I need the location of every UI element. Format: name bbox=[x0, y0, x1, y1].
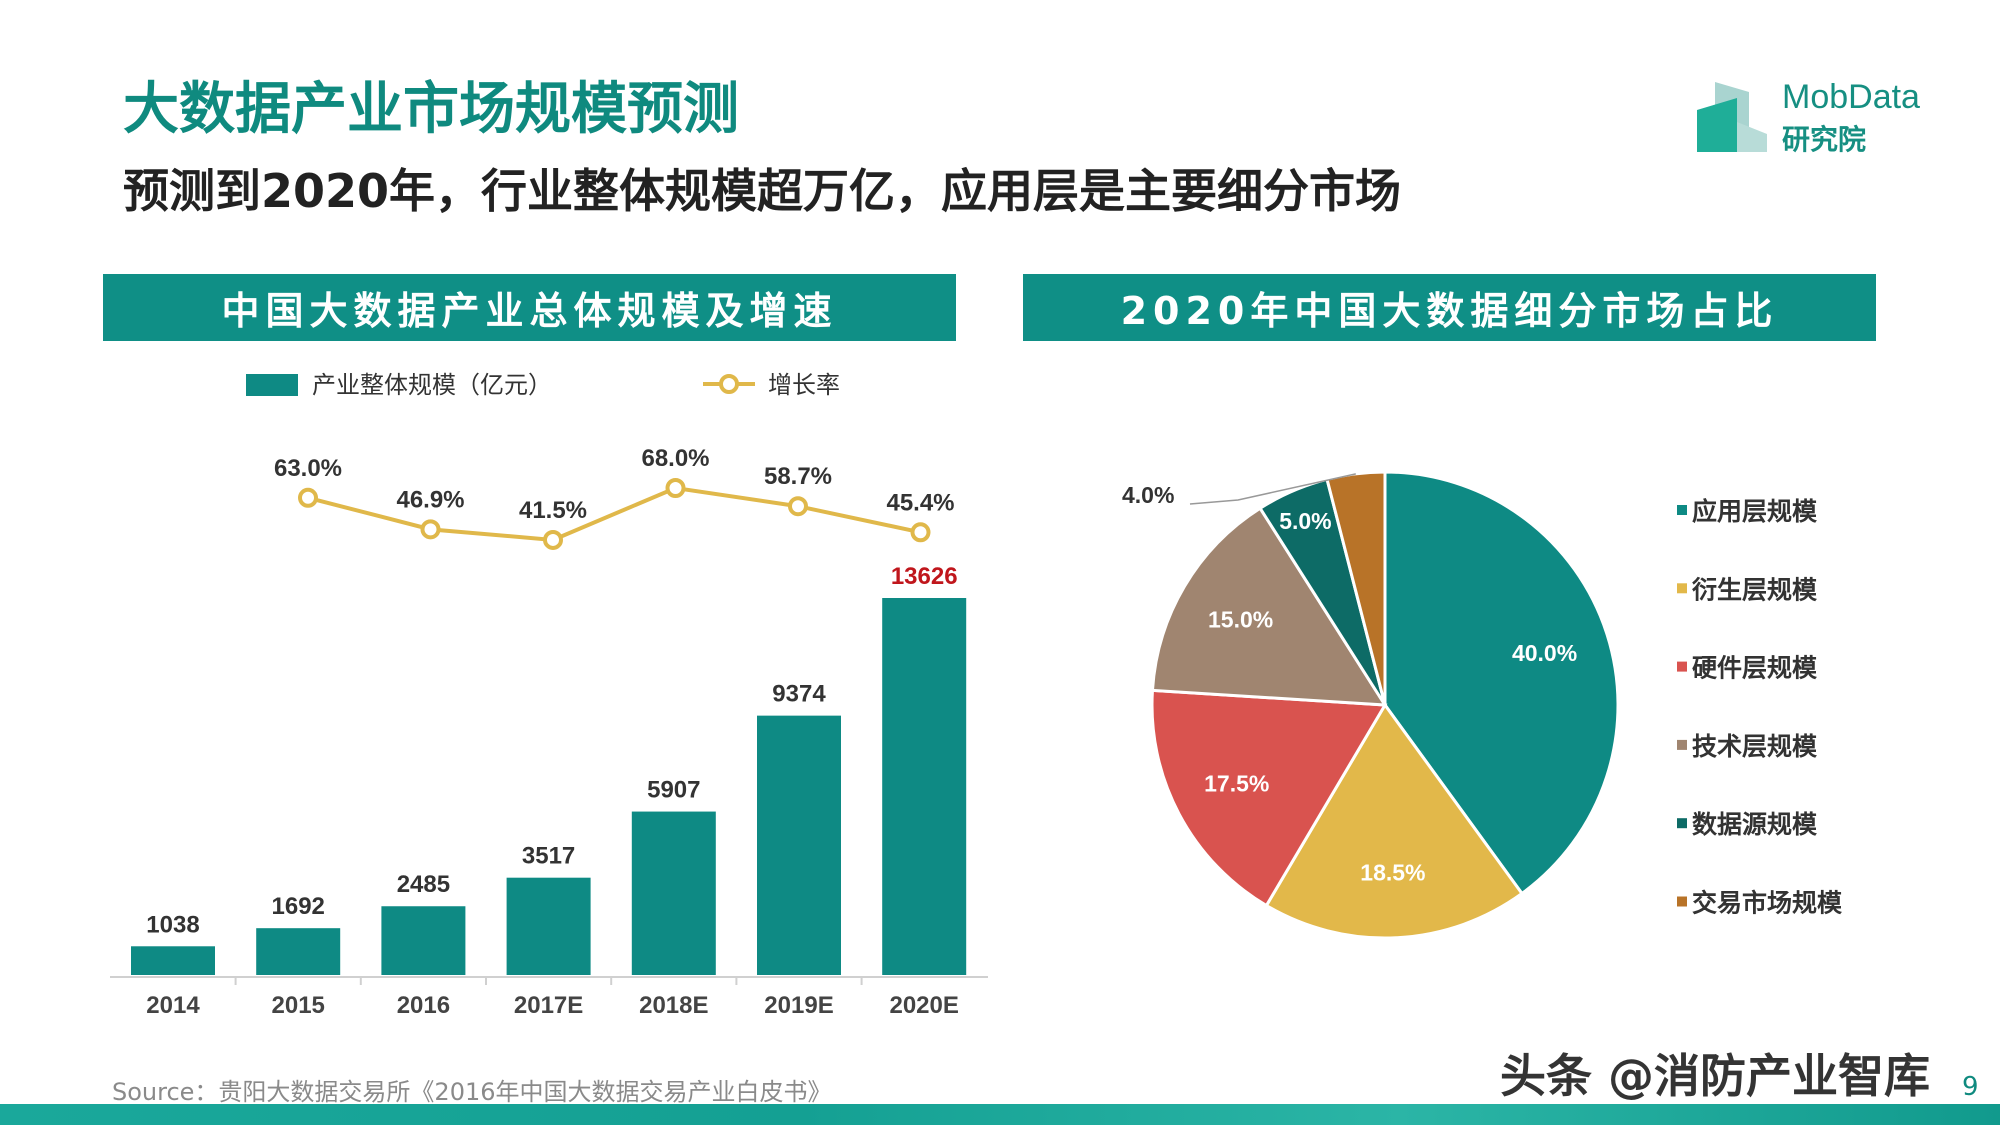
pie-legend-label: 技术层规模 bbox=[1692, 732, 1818, 761]
pie-legend-swatch bbox=[1677, 583, 1687, 594]
x-tick-label: 2018E bbox=[639, 992, 708, 1019]
mobdata-logo bbox=[1697, 82, 1777, 152]
logo-name: MobData bbox=[1782, 78, 1920, 116]
pie-leader-line bbox=[1189, 473, 1356, 505]
bar-value-label: 3517 bbox=[522, 843, 575, 870]
growth-point-2015 bbox=[298, 487, 318, 508]
pie-legend-swatch bbox=[1677, 896, 1687, 907]
page-subtitle: 预测到2020年，行业整体规模超万亿，应用层是主要细分市场 bbox=[123, 164, 1402, 218]
legend-marker-growth bbox=[719, 374, 739, 394]
growth-label: 63.0% bbox=[274, 455, 342, 482]
growth-point-2016 bbox=[420, 519, 441, 540]
x-tick-label: 2016 bbox=[397, 992, 450, 1019]
pie-label: 18.5% bbox=[1360, 860, 1425, 886]
building-logo-icon bbox=[1697, 82, 1767, 152]
pie-legend-swatch bbox=[1677, 505, 1687, 515]
growth-label: 46.9% bbox=[396, 486, 464, 513]
bar-value-label: 1038 bbox=[146, 911, 199, 938]
legend-swatch-bar bbox=[246, 374, 298, 396]
bar-value-label: 9374 bbox=[772, 681, 826, 708]
x-tick-label: 2015 bbox=[272, 992, 325, 1019]
pie-slice-0 bbox=[1383, 470, 1620, 896]
x-tick-label: 2020E bbox=[889, 992, 958, 1019]
bar-2020E bbox=[882, 598, 967, 975]
growth-label: 45.4% bbox=[886, 489, 954, 516]
watermark: 头条 @消防产业智库 bbox=[1500, 1049, 1931, 1103]
pie-label: 40.0% bbox=[1512, 640, 1577, 666]
source-note: Source：贵阳大数据交易所《2016年中国大数据交易产业白皮书》 bbox=[112, 1078, 832, 1106]
growth-label: 58.7% bbox=[764, 463, 832, 490]
pie-chart-header: 2020年中国大数据细分市场占比 bbox=[1023, 274, 1876, 341]
logo-sub: 研究院 bbox=[1782, 123, 1867, 156]
bar-chart-header: 中国大数据产业总体规模及增速 bbox=[103, 274, 956, 341]
bar-value-label: 13626 bbox=[891, 563, 958, 590]
pie-slice-2 bbox=[1150, 688, 1388, 908]
x-tick-label: 2017E bbox=[514, 992, 583, 1019]
growth-label: 68.0% bbox=[641, 445, 709, 472]
pie-label: 4.0% bbox=[1122, 482, 1174, 508]
bar-2014 bbox=[131, 946, 215, 975]
growth-point-2018E bbox=[665, 478, 686, 498]
bar-2017E bbox=[506, 877, 591, 975]
footer-stripe bbox=[0, 1104, 2000, 1125]
x-tick-label: 2019E bbox=[764, 992, 833, 1019]
growth-label: 41.5% bbox=[519, 497, 587, 524]
legend-label-bar: 产业整体规模（亿元） bbox=[312, 372, 552, 399]
pie-label: 5.0% bbox=[1279, 508, 1331, 534]
growth-point-2019E bbox=[788, 496, 808, 517]
bar-value-label: 5907 bbox=[647, 777, 700, 804]
growth-point-2020E bbox=[910, 522, 931, 543]
pie-legend-swatch bbox=[1677, 739, 1687, 750]
pie-legend-label: 应用层规模 bbox=[1692, 497, 1818, 526]
pie-label: 17.5% bbox=[1204, 770, 1269, 796]
bar-value-label: 1692 bbox=[272, 893, 325, 920]
growth-rate-line bbox=[307, 485, 921, 542]
pie-legend-swatch bbox=[1677, 661, 1687, 672]
bar-value-label: 2485 bbox=[397, 871, 450, 898]
page-title: 大数据产业市场规模预测 bbox=[123, 77, 739, 142]
bar-2015 bbox=[256, 928, 341, 975]
pie-legend-swatch bbox=[1677, 818, 1687, 829]
pie-legend-label: 衍生层规模 bbox=[1692, 575, 1818, 604]
growth-point-2017E bbox=[543, 529, 563, 550]
pie-slice-3 bbox=[1150, 506, 1388, 707]
bar-2016 bbox=[381, 906, 466, 975]
page-number: 9 bbox=[1962, 1072, 1979, 1102]
pie-legend-label: 硬件层规模 bbox=[1692, 654, 1818, 683]
bar-2018E bbox=[631, 811, 716, 975]
legend-label-growth: 增长率 bbox=[768, 372, 840, 399]
pie-legend-label: 数据源规模 bbox=[1692, 810, 1818, 839]
bar-2019E bbox=[757, 715, 841, 975]
pie-slice-1 bbox=[1264, 702, 1525, 940]
pie-label: 15.0% bbox=[1208, 607, 1273, 633]
x-tick-label: 2014 bbox=[146, 992, 200, 1019]
pie-legend-label: 交易市场规模 bbox=[1692, 889, 1843, 918]
